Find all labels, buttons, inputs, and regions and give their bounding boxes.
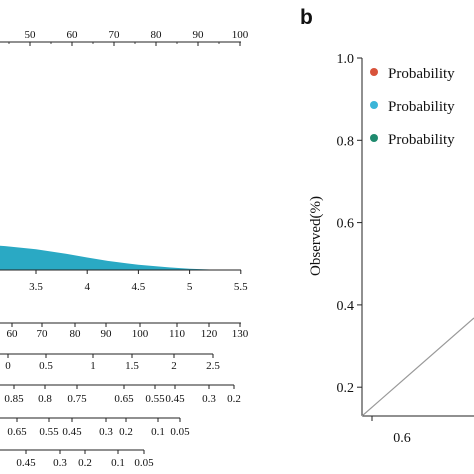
scale-axis-tick-label: 0.3 <box>202 393 216 405</box>
scale-axis-tick-label: 0.65 <box>7 426 27 438</box>
y-axis-tick-label: 0.2 <box>337 381 355 396</box>
scale-axis-tick-label: 0.8 <box>38 393 52 405</box>
legend-label: Probability <box>388 132 455 148</box>
y-axis-tick-label: 1.0 <box>337 52 355 67</box>
scale-axis-tick-label: 2.5 <box>206 360 220 372</box>
scale-axis-tick-label: 80 <box>70 328 82 340</box>
scale-axis-tick-label: 120 <box>201 328 218 340</box>
scale-axis-tick-label: 0.45 <box>16 457 36 469</box>
legend-marker <box>370 68 378 76</box>
points-axis-tick-label: 80 <box>151 29 163 41</box>
scale-axis-tick-label: 0.05 <box>170 426 190 438</box>
scale-axis-tick-label: 2 <box>171 360 177 372</box>
scale-axis-tick-label: 0.55 <box>145 393 165 405</box>
y-axis-tick-label: 0.8 <box>337 134 355 149</box>
scale-axis-tick-label: 90 <box>101 328 113 340</box>
x-axis-tick-label: 0.6 <box>393 431 411 446</box>
density-axis-tick-label: 5.5 <box>234 281 248 293</box>
density-axis-tick-label: 3.5 <box>29 281 43 293</box>
scale-axis-tick-label: 0.45 <box>62 426 82 438</box>
density-axis-tick-label: 5 <box>187 281 193 293</box>
scale-axis-tick-label: 0.5 <box>39 360 53 372</box>
legend-label: Probability <box>388 99 455 115</box>
points-axis-tick-label: 90 <box>193 29 205 41</box>
scale-axis-tick-label: 0.2 <box>227 393 241 405</box>
legend-label: Probability <box>388 66 455 82</box>
scale-axis-tick-label: 0.2 <box>78 457 92 469</box>
scale-axis-tick-label: 0.1 <box>151 426 165 438</box>
scale-axis-tick-label: 0.75 <box>67 393 87 405</box>
scale-axis-tick-label: 0 <box>5 360 11 372</box>
points-axis-tick-label: 50 <box>25 29 37 41</box>
scale-axis-tick-label: 60 <box>7 328 19 340</box>
scale-axis-tick-label: 130 <box>232 328 249 340</box>
scale-axis-tick-label: 0.3 <box>53 457 67 469</box>
scale-axis-tick-label: 0.45 <box>165 393 185 405</box>
y-axis-tick-label: 0.6 <box>337 217 355 232</box>
scale-axis-tick-label: 1.5 <box>125 360 139 372</box>
panel-b-label: b <box>300 6 313 29</box>
legend-marker <box>370 101 378 109</box>
density-area <box>0 245 241 270</box>
scale-axis-tick-label: 1 <box>90 360 96 372</box>
scale-axis-tick-label: 70 <box>37 328 49 340</box>
scale-axis-tick-label: 0.05 <box>134 457 154 469</box>
scale-axis-tick-label: 110 <box>169 328 186 340</box>
y-axis-tick-label: 0.4 <box>337 299 355 314</box>
reference-line <box>361 317 474 417</box>
scale-axis-tick-label: 0.65 <box>114 393 134 405</box>
points-axis-tick-label: 100 <box>232 29 249 41</box>
points-axis-tick-label: 70 <box>109 29 121 41</box>
density-axis-tick-label: 4 <box>84 281 90 293</box>
scale-axis-tick-label: 0.2 <box>119 426 133 438</box>
y-axis-label: Observed(%) <box>308 196 324 276</box>
scale-axis-tick-label: 0.85 <box>4 393 24 405</box>
legend-marker <box>370 134 378 142</box>
points-axis-tick-label: 60 <box>67 29 79 41</box>
scale-axis-tick-label: 0.1 <box>111 457 125 469</box>
scale-axis-tick-label: 0.3 <box>99 426 113 438</box>
scale-axis-tick-label: 0.55 <box>39 426 59 438</box>
scale-axis-tick-label: 100 <box>132 328 149 340</box>
density-axis-tick-label: 4.5 <box>132 281 146 293</box>
